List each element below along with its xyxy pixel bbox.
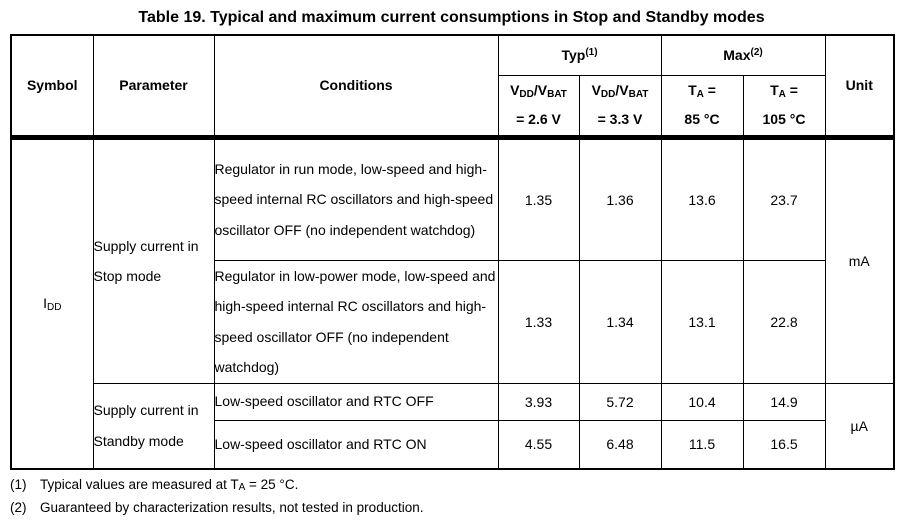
header-conditions: Conditions xyxy=(213,34,499,140)
typ-33-value: 6.48 xyxy=(578,419,662,470)
table-row: Low-speed oscillator and RTC ON 4.55 6.4… xyxy=(11,419,894,470)
typ-label: Typ xyxy=(561,47,586,64)
typ-26-value: 1.33 xyxy=(497,259,580,384)
footnote-1: (1) Typical values are measured at TA = 2… xyxy=(10,477,299,494)
temp-105: 105 °C xyxy=(762,111,806,127)
footnote-1-text: Typical values are measured at T xyxy=(40,477,239,493)
typ-26-value: 4.55 xyxy=(497,419,580,470)
parameter-stop-mode: Supply current in Stop mode xyxy=(92,136,215,384)
temp-85: 85 °C xyxy=(684,111,720,127)
conditions-cell: Low-speed oscillator and RTC ON xyxy=(213,419,499,470)
header-vdd-33: VDD/VBAT = 3.3 V xyxy=(578,74,662,140)
table-row: Regulator in low-power mode, low-speed a… xyxy=(11,259,894,384)
typ-33-value: 1.34 xyxy=(578,259,662,384)
table-row: IDD Supply current in Stop mode Regulato… xyxy=(10,136,895,470)
header-parameter: Parameter xyxy=(92,34,215,140)
header-row-1: Symbol Parameter Conditions Typ(1) Max(2… xyxy=(10,34,895,140)
voltage-3-3: = 3.3 V xyxy=(597,111,643,127)
symbol-idd: IDD xyxy=(10,136,94,470)
conditions-cell: Regulator in run mode, low-speed and hig… xyxy=(213,136,499,261)
typ-26-value: 3.93 xyxy=(497,382,580,421)
max-85-value: 13.6 xyxy=(660,136,744,261)
max-85-value: 10.4 xyxy=(660,382,744,421)
current-consumption-table: Symbol Parameter Conditions Typ(1) Max(2… xyxy=(10,34,895,471)
footnotes: (1) Typical values are measured at TA = 2… xyxy=(10,475,907,521)
footnote-2-text: Guaranteed by characterization results, … xyxy=(40,500,424,516)
header-ta-85: TA = 85 °C xyxy=(660,74,744,140)
header-row-2: VDD/VBAT = 2.6 V VDD/VBAT = 3.3 V TA = 8… xyxy=(11,74,894,140)
max-85-value: 11.5 xyxy=(660,419,744,470)
unit-ua: µA xyxy=(824,382,895,470)
max-85-value: 13.1 xyxy=(660,259,744,384)
header-unit: Unit xyxy=(824,34,895,140)
typ-33-value: 1.36 xyxy=(578,136,662,261)
parameter-standby-mode: Supply current in Standby mode xyxy=(92,382,215,470)
typ-footnote-ref: (1) xyxy=(585,47,598,59)
header-max: Max(2) xyxy=(660,34,826,76)
voltage-2-6: = 2.6 V xyxy=(516,111,561,127)
header-symbol: Symbol xyxy=(10,34,94,140)
max-footnote-ref: (2) xyxy=(750,47,763,59)
header-ta-105: TA = 105 °C xyxy=(742,74,826,140)
footnote-1-marker: (1) xyxy=(10,477,27,493)
header-vdd-26: VDD/VBAT = 2.6 V xyxy=(497,74,580,140)
max-105-value: 22.8 xyxy=(742,259,826,384)
max-105-value: 14.9 xyxy=(742,382,826,421)
typ-26-value: 1.35 xyxy=(497,136,580,261)
footnote-2: (2) Guaranteed by characterization result… xyxy=(10,498,907,521)
table-title: Table 19. Typical and maximum current co… xyxy=(138,9,765,26)
max-105-value: 23.7 xyxy=(742,136,826,261)
conditions-cell: Regulator in low-power mode, low-speed a… xyxy=(213,259,499,384)
header-typ: Typ(1) xyxy=(497,34,662,76)
footnote-2-marker: (2) xyxy=(10,500,27,516)
typ-33-value: 5.72 xyxy=(578,382,662,421)
unit-ma: mA xyxy=(824,136,895,384)
conditions-cell: Low-speed oscillator and RTC OFF xyxy=(213,382,499,421)
max-105-value: 16.5 xyxy=(742,419,826,470)
max-label: Max xyxy=(723,47,751,64)
table-row: Supply current in Standby mode Low-speed… xyxy=(11,382,895,470)
